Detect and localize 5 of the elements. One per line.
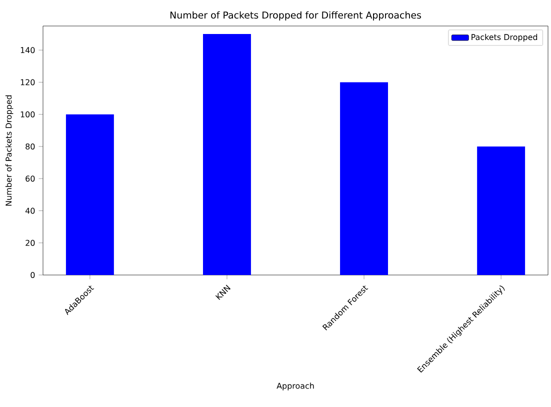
bar xyxy=(477,146,526,275)
chart-title: Number of Packets Dropped for Different Approaches xyxy=(170,11,422,20)
bar xyxy=(203,34,251,275)
bar xyxy=(66,114,114,275)
bar xyxy=(340,82,388,275)
